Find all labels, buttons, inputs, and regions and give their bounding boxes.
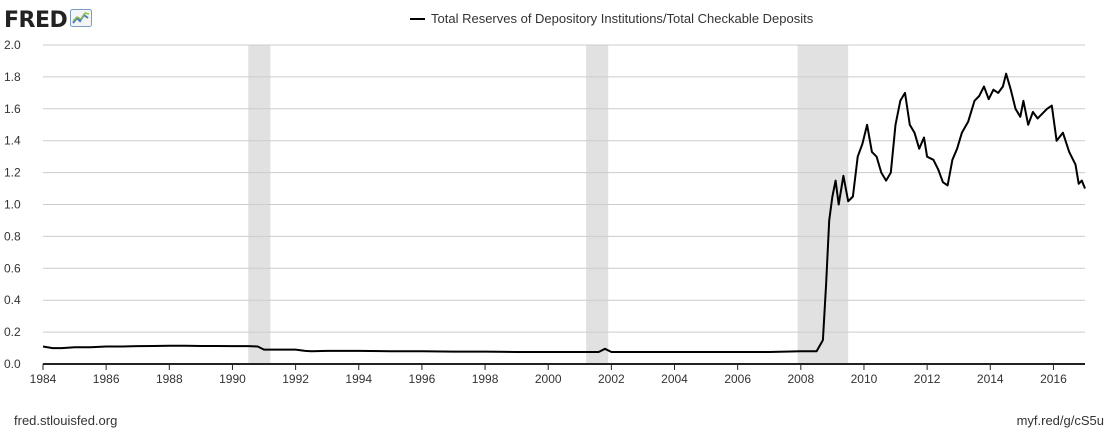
chart-legend: Total Reserves of Depository Institution…: [410, 11, 813, 26]
y-tick-label-7: 1.4: [4, 134, 21, 148]
y-tick-label-0: 0.0: [4, 357, 21, 371]
x-tick-label-13: 2010: [851, 372, 878, 386]
y-tick-label-2: 0.4: [4, 293, 21, 307]
source-link-left[interactable]: fred.stlouisfed.org: [14, 413, 118, 428]
x-tick-label-0: 1984: [30, 372, 57, 386]
y-tick-label-3: 0.6: [4, 261, 21, 275]
y-tick-label-8: 1.6: [4, 102, 21, 116]
y-tick-label-9: 1.8: [4, 70, 21, 84]
y-tick-label-6: 1.2: [4, 166, 21, 180]
y-tick-label-4: 0.8: [4, 229, 21, 243]
fred-logo-text: FRED: [4, 7, 68, 33]
x-tick-label-9: 2002: [598, 372, 625, 386]
x-tick-label-15: 2014: [977, 372, 1004, 386]
x-tick-label-10: 2004: [661, 372, 688, 386]
x-tick-label-11: 2006: [724, 372, 751, 386]
y-tick-label-5: 1.0: [4, 198, 21, 212]
x-tick-label-3: 1990: [219, 372, 246, 386]
chart-line-icon: [70, 8, 93, 32]
source-link-right[interactable]: myf.red/g/cS5u: [1016, 413, 1104, 428]
x-tick-label-14: 2012: [914, 372, 941, 386]
series-line-0: [42, 72, 1086, 353]
x-tick-label-5: 1994: [345, 372, 372, 386]
legend-entry-label: Total Reserves of Depository Institution…: [431, 11, 814, 26]
x-tick-label-2: 1988: [156, 372, 183, 386]
x-tick-label-7: 1998: [472, 372, 499, 386]
y-tick-label-1: 0.2: [4, 325, 21, 339]
x-tick-label-8: 2000: [535, 372, 562, 386]
y-tick-label-10: 2.0: [4, 38, 21, 52]
legend-swatch: [410, 17, 425, 20]
x-tick-label-16: 2016: [1040, 372, 1067, 386]
x-tick-label-12: 2008: [787, 372, 814, 386]
fred-logo[interactable]: FRED: [4, 7, 93, 33]
x-tick-label-1: 1986: [93, 372, 120, 386]
x-tick-label-4: 1992: [282, 372, 309, 386]
x-tick-label-6: 1996: [409, 372, 436, 386]
